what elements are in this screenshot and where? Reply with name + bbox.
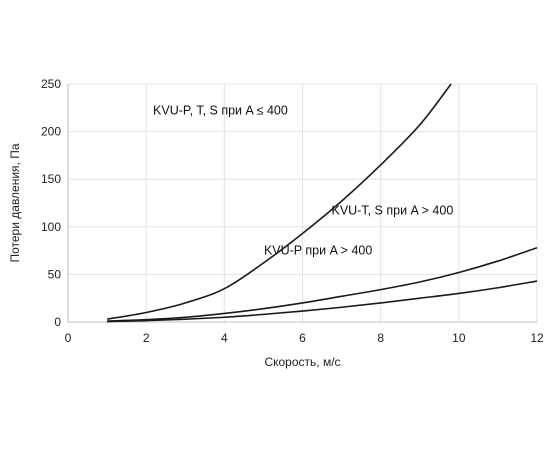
grid bbox=[68, 83, 538, 322]
x-tick-label: 2 bbox=[143, 331, 150, 345]
y-tick-label: 200 bbox=[41, 125, 61, 139]
x-axis-title: Скорость, м/с bbox=[264, 355, 340, 369]
series-line-1 bbox=[106, 83, 452, 320]
series-group bbox=[106, 83, 538, 323]
y-tick-label: 100 bbox=[41, 220, 61, 234]
curve-annotation-3: KVU-P при A > 400 bbox=[264, 243, 372, 257]
y-tick-label: 50 bbox=[48, 267, 62, 281]
y-tick-label: 250 bbox=[41, 77, 61, 91]
y-axis-title: Потери давления, Па bbox=[8, 143, 22, 262]
x-tick-label: 6 bbox=[299, 331, 306, 345]
labels: 0 50 100 150 200 250 0 2 4 6 8 10 12 KVU-P, T, S при … bbox=[41, 77, 544, 345]
y-tick-label: 150 bbox=[41, 172, 61, 186]
axes bbox=[67, 84, 537, 323]
series-line-3 bbox=[107, 280, 538, 323]
x-tick-label: 8 bbox=[377, 331, 384, 345]
x-tick-label: 12 bbox=[530, 331, 544, 345]
y-tick-label: 0 bbox=[54, 315, 61, 329]
x-tick-label: 4 bbox=[221, 331, 228, 345]
curve-annotation-2: KVU-T, S при A > 400 bbox=[331, 203, 453, 217]
curve-annotation-1: KVU-P, T, S при A ≤ 400 bbox=[153, 103, 288, 117]
x-tick-label: 10 bbox=[452, 331, 466, 345]
series-line-2 bbox=[107, 246, 538, 322]
x-tick-label: 0 bbox=[65, 331, 72, 345]
